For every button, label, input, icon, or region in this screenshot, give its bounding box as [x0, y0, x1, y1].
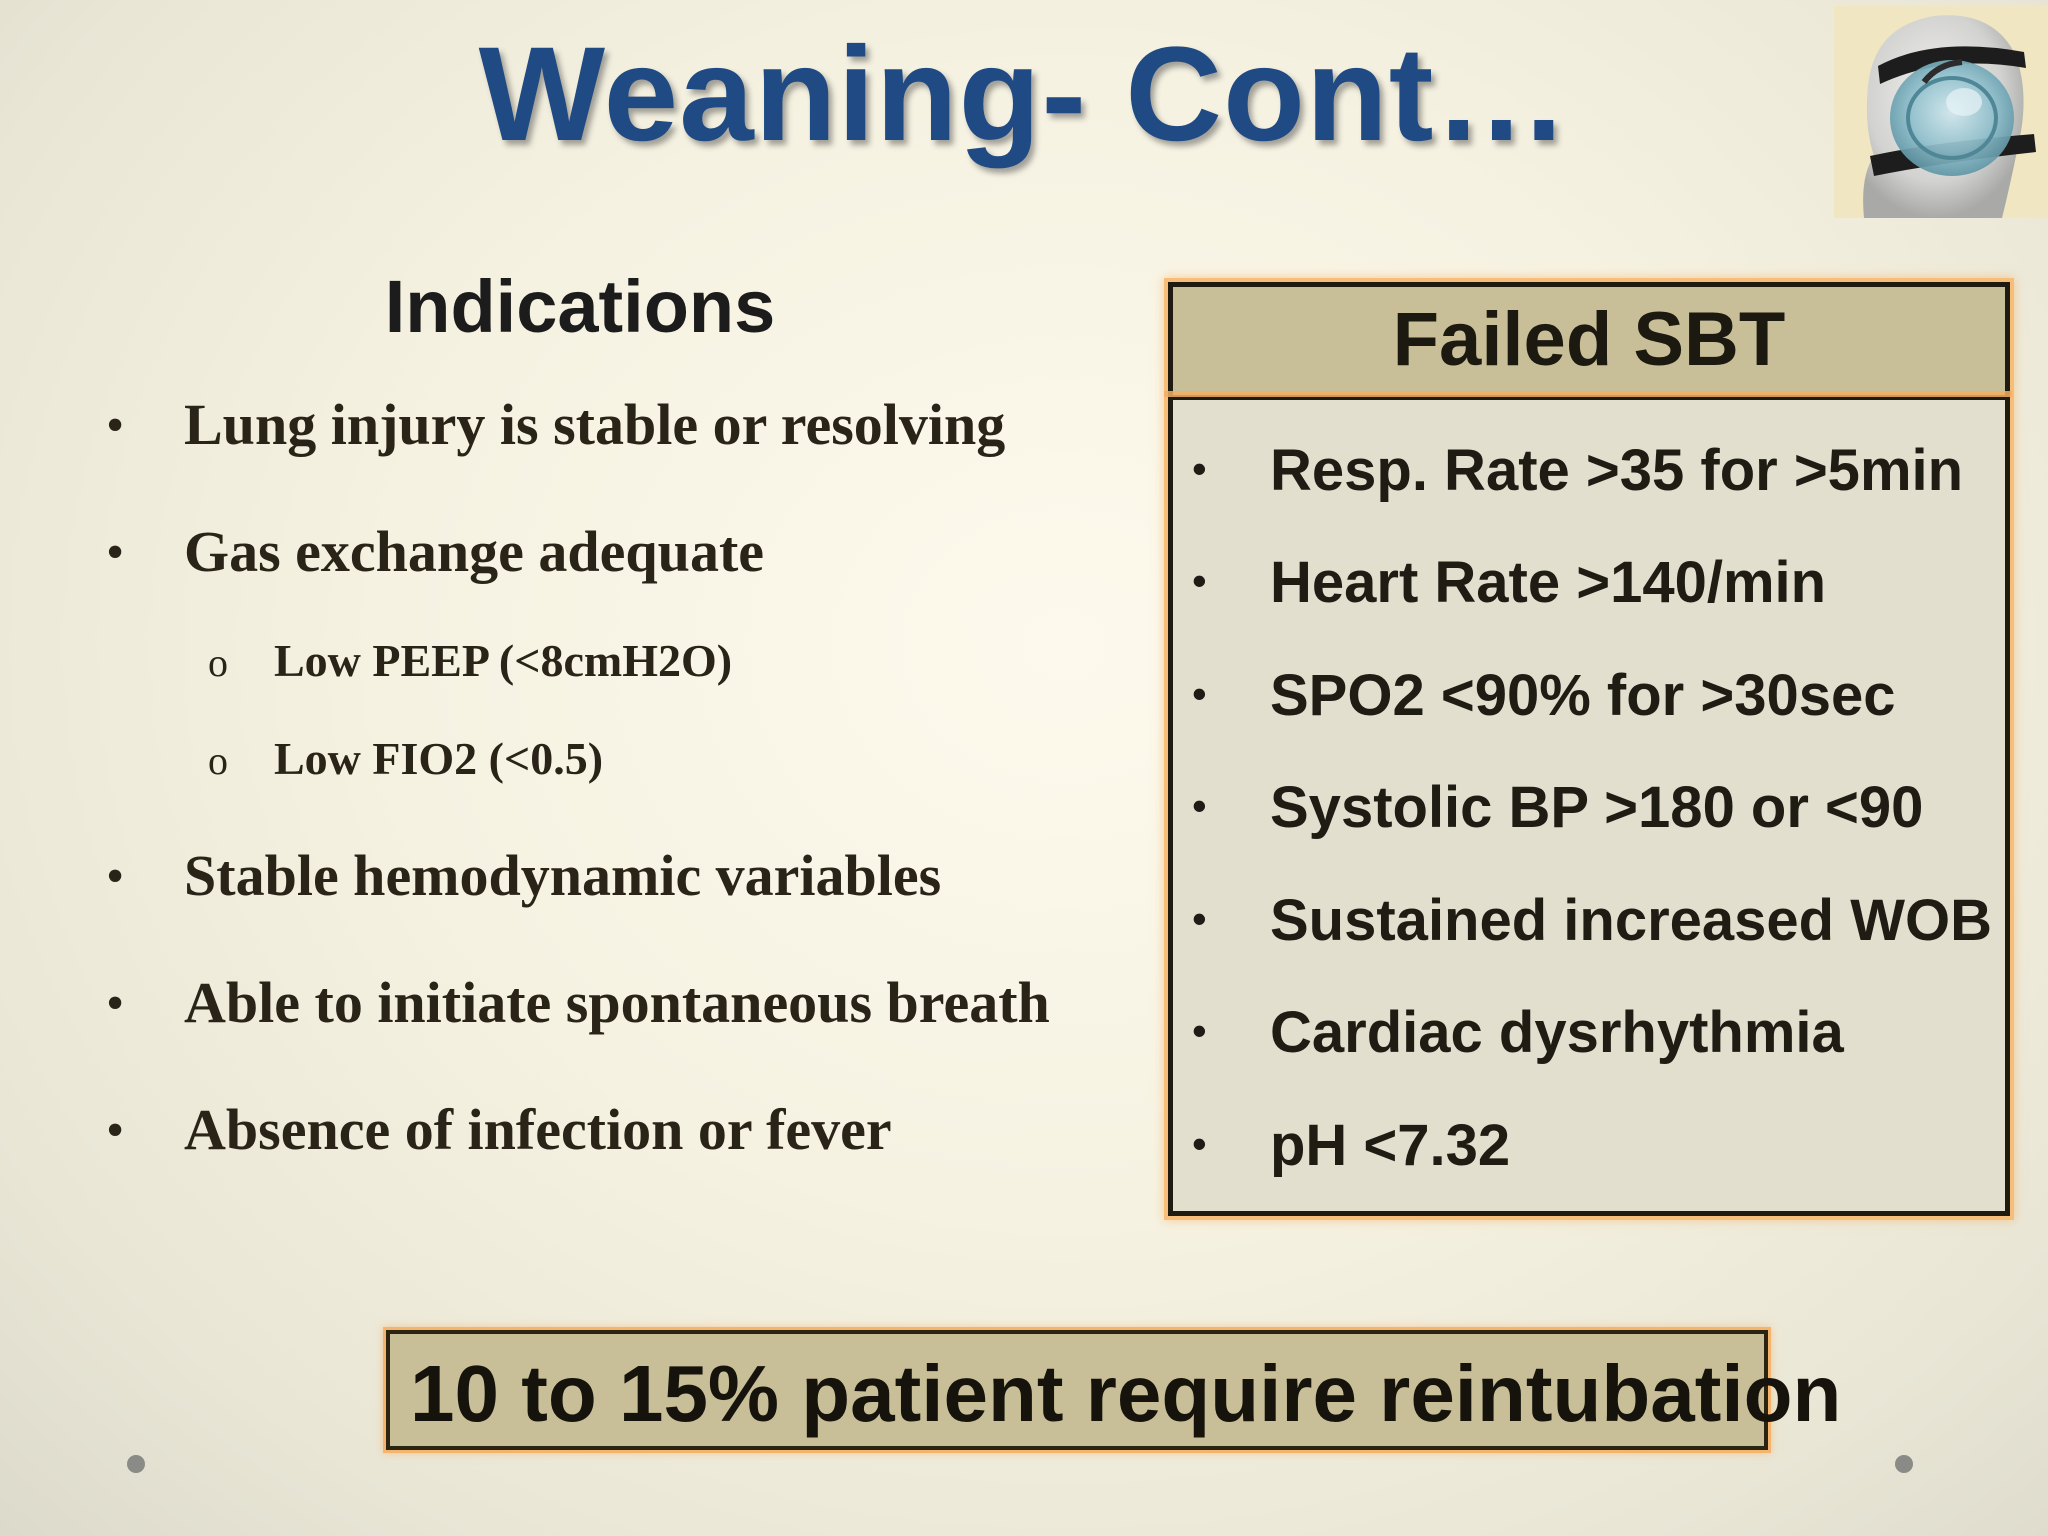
decorative-dot [1895, 1455, 1913, 1473]
bullet-icon: • [1192, 445, 1207, 492]
failed-sbt-item: SPO2 <90% for >30sec [1270, 663, 1896, 728]
decorative-dot [127, 1455, 145, 1473]
sub-bullet-icon: o [208, 738, 228, 783]
indication-sub-item: Low PEEP (<8cmH2O) [274, 635, 733, 686]
indication-item: Absence of infection or fever [184, 1097, 892, 1162]
failed-sbt-box [1168, 282, 2010, 1216]
reintubation-note: 10 to 15% patient require reintubation [410, 1349, 1842, 1438]
indications-heading: Indications [384, 265, 776, 348]
failed-sbt-title: Failed SBT [1392, 297, 1786, 382]
bullet-icon: • [1192, 557, 1207, 604]
bullet-icon: • [1192, 1007, 1207, 1054]
failed-sbt-item: Sustained increased WOB [1270, 888, 1992, 953]
bullet-icon: • [1192, 1120, 1207, 1167]
failed-sbt-item: Systolic BP >180 or <90 [1270, 775, 1924, 840]
bullet-icon: • [1192, 895, 1207, 942]
bullet-icon: • [106, 848, 125, 905]
cpap-mask-mannequin-icon [1834, 6, 2048, 218]
header-divider [1164, 391, 2012, 397]
indication-sub-item: Low FIO2 (<0.5) [274, 733, 604, 784]
slide-title: Weaning- Cont… [478, 20, 1570, 169]
sub-bullet-icon: o [208, 640, 228, 685]
bullet-icon: • [106, 524, 125, 581]
indication-item: Able to initiate spontaneous breath [184, 970, 1050, 1035]
bullet-icon: • [106, 1102, 125, 1159]
indication-item: Gas exchange adequate [184, 519, 764, 584]
indication-item: Stable hemodynamic variables [184, 843, 942, 908]
failed-sbt-item: Cardiac dysrhythmia [1270, 1000, 1844, 1065]
failed-sbt-item: Heart Rate >140/min [1270, 550, 1827, 615]
indication-item: Lung injury is stable or resolving [184, 392, 1006, 457]
bullet-icon: • [106, 397, 125, 454]
failed-sbt-header [1173, 287, 2005, 400]
reintubation-box [386, 1330, 1768, 1450]
failed-sbt-item: Resp. Rate >35 for >5min [1270, 438, 1964, 503]
bullet-icon: • [1192, 782, 1207, 829]
bullet-icon: • [106, 975, 125, 1032]
bullet-icon: • [1192, 670, 1207, 717]
failed-sbt-item: pH <7.32 [1270, 1113, 1511, 1178]
